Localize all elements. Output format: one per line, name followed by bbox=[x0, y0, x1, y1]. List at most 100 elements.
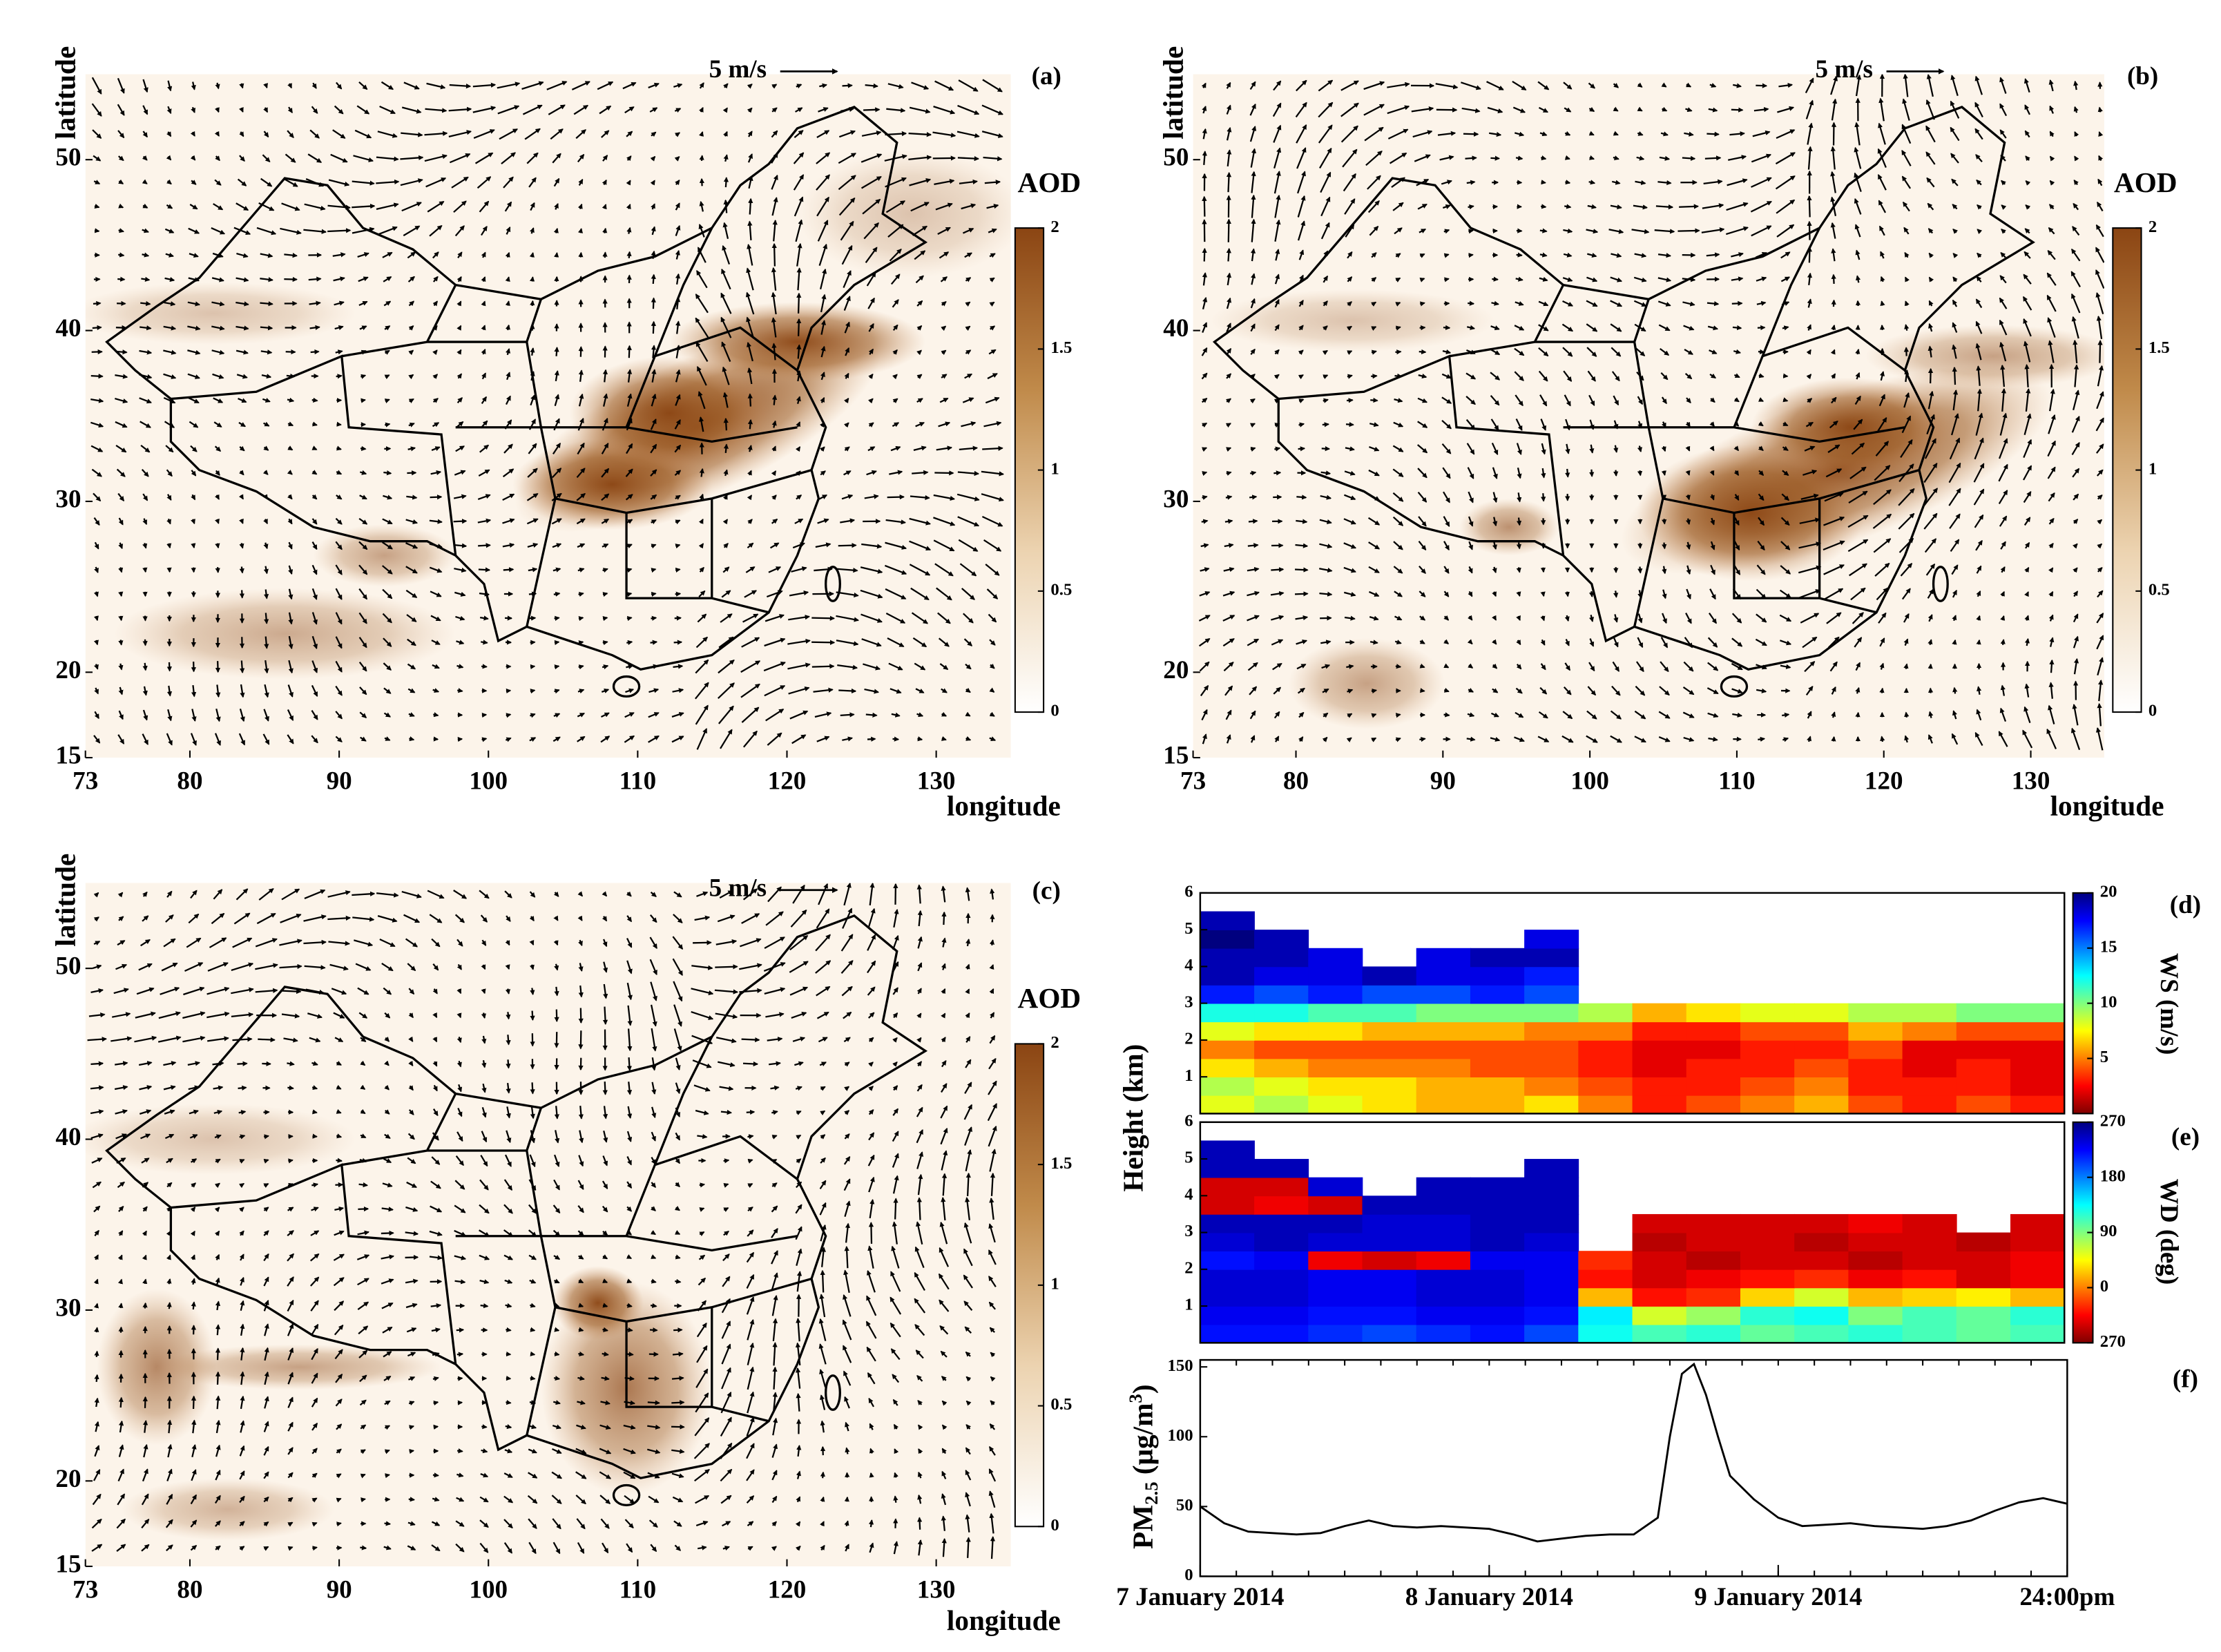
heatmap-cell bbox=[1362, 1077, 1417, 1096]
wind-arrow bbox=[989, 277, 995, 282]
heatmap-cell bbox=[1524, 1077, 1579, 1096]
wind-arrow bbox=[675, 345, 681, 358]
wind-arrow bbox=[720, 1109, 733, 1115]
wind-arrow bbox=[651, 273, 656, 285]
heatmap-cell bbox=[1524, 1232, 1579, 1252]
wind-arrow bbox=[771, 197, 778, 216]
colorbar-tick-label: 15 bbox=[2100, 937, 2117, 956]
wind-arrow bbox=[844, 321, 850, 334]
heatmap-cell bbox=[1686, 1251, 1741, 1270]
wind-arrow bbox=[1541, 493, 1546, 502]
y-tick-label: 6 bbox=[1184, 1111, 1193, 1130]
heatmap-cell bbox=[1200, 985, 1255, 1004]
wind-arrow bbox=[1463, 131, 1479, 137]
heatmap-cell bbox=[1632, 1213, 1687, 1233]
wind-arrow bbox=[189, 204, 198, 210]
wind-arrow bbox=[377, 131, 398, 138]
wind-arrow bbox=[626, 1327, 633, 1333]
wind-arrow bbox=[426, 82, 446, 90]
wind-arrow bbox=[1468, 300, 1475, 306]
heatmap-cell bbox=[1632, 1269, 1687, 1289]
heatmap-cell bbox=[1794, 1287, 1849, 1307]
wind-arrow bbox=[771, 394, 778, 405]
wind-arrow bbox=[626, 615, 633, 622]
wind-arrow bbox=[862, 198, 881, 215]
wind-arrow bbox=[383, 276, 392, 282]
wind-arrow bbox=[844, 1245, 849, 1269]
heatmap-cell bbox=[1902, 1324, 1957, 1344]
wind-arrow bbox=[941, 911, 947, 925]
colorbar-tick-label: 0 bbox=[2148, 702, 2157, 720]
wind-arrow bbox=[332, 129, 346, 139]
heatmap-cell bbox=[1470, 948, 1525, 968]
heatmap-cell bbox=[1416, 1021, 1471, 1041]
wind-arrow bbox=[311, 397, 318, 403]
heatmap-cell bbox=[1416, 1251, 1471, 1270]
heatmap-cell bbox=[1200, 1177, 1255, 1197]
wind-arrow bbox=[191, 543, 196, 549]
heatmap-cell bbox=[1632, 1251, 1687, 1270]
wind-arrow bbox=[650, 1303, 657, 1309]
wind-arrow bbox=[506, 713, 512, 718]
wind-arrow bbox=[93, 300, 102, 307]
wind-arrow bbox=[239, 131, 244, 137]
wind-arrow bbox=[771, 174, 778, 190]
heatmap-cell bbox=[1200, 1095, 1255, 1115]
heatmap-cell bbox=[2010, 1251, 2066, 1270]
wind-arrow bbox=[311, 82, 317, 89]
wind-arrow bbox=[648, 82, 660, 89]
wind-arrow bbox=[865, 83, 878, 88]
wind-arrow bbox=[481, 372, 487, 380]
wind-arrow bbox=[941, 301, 947, 307]
wind-arrow bbox=[360, 445, 367, 451]
wind-arrow bbox=[912, 225, 928, 236]
wind-arrow bbox=[140, 300, 151, 307]
heatmap-cell bbox=[1470, 1287, 1525, 1307]
wind-arrow bbox=[190, 155, 196, 161]
wind-arrow bbox=[264, 636, 269, 649]
wind-arrow bbox=[521, 81, 544, 90]
wind-arrow bbox=[432, 325, 438, 331]
panel-label: (e) bbox=[2171, 1123, 2200, 1151]
wind-arrow bbox=[1879, 687, 1885, 693]
wind-arrow bbox=[1443, 253, 1450, 258]
heatmap-cell bbox=[1794, 1324, 1849, 1344]
y-tick-label: 3 bbox=[1184, 992, 1193, 1011]
wind-arrow bbox=[1345, 421, 1354, 428]
wind-arrow bbox=[747, 153, 753, 163]
wind-arrow bbox=[432, 276, 439, 282]
wind-arrow bbox=[965, 325, 971, 332]
heatmap-cell bbox=[1470, 1213, 1525, 1233]
heatmap-cell bbox=[1740, 1324, 1796, 1344]
heatmap-cell bbox=[1416, 1324, 1471, 1344]
heatmap-cell bbox=[1362, 985, 1417, 1004]
wind-arrow bbox=[530, 371, 535, 381]
wind-arrow bbox=[187, 301, 201, 307]
wind-arrow bbox=[503, 176, 514, 189]
heatmap-cell bbox=[1578, 1306, 1633, 1325]
wind-arrow bbox=[163, 349, 177, 355]
wind-arrow bbox=[981, 104, 1003, 115]
wind-arrow bbox=[671, 1376, 684, 1381]
wind-arrow bbox=[982, 445, 1003, 451]
wind-arrow bbox=[860, 153, 883, 163]
wind-arrow bbox=[1588, 590, 1595, 598]
wind-arrow bbox=[287, 106, 294, 114]
wind-arrow bbox=[312, 1133, 318, 1139]
wind-arrow bbox=[333, 276, 345, 282]
wind-arrow bbox=[212, 252, 224, 258]
wind-arrow bbox=[626, 227, 632, 234]
wind-arrow bbox=[675, 202, 680, 211]
wind-arrow bbox=[796, 318, 802, 336]
heatmap-cell bbox=[1902, 1077, 1957, 1096]
y-axis-label: latitude bbox=[49, 854, 81, 947]
wind-arrow bbox=[1247, 543, 1259, 548]
heatmap-cell bbox=[1200, 1251, 1255, 1270]
wind-arrow bbox=[1369, 640, 1378, 645]
x-tick-label: 100 bbox=[469, 1576, 508, 1604]
wind-arrow bbox=[474, 152, 494, 164]
wind-arrow bbox=[795, 219, 803, 242]
heatmap-cell bbox=[1794, 1021, 1849, 1041]
wind-arrow bbox=[699, 1182, 706, 1188]
heatmap-cell bbox=[1740, 1269, 1796, 1289]
